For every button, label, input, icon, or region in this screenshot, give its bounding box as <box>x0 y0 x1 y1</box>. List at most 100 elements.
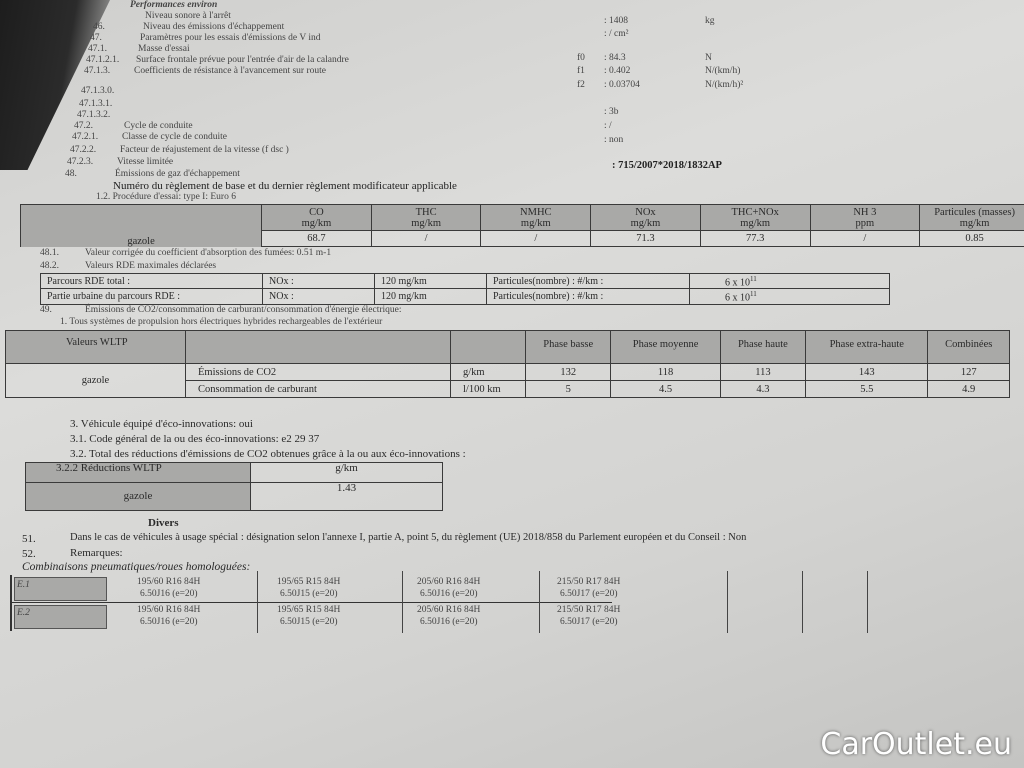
column-divider <box>402 571 403 633</box>
item-number: 47.1.3.1. <box>79 99 113 109</box>
rim-size: 6.50J17 (e=20) <box>560 589 618 599</box>
item-number: 52. <box>22 548 36 560</box>
emission-column-header: THC+NOx mg/km <box>699 204 811 231</box>
special-use-line: Dans le cas de véhicules à usage spécial… <box>70 532 747 543</box>
item-label: Facteur de réajustement de la vitesse (f… <box>120 145 289 155</box>
rde-nox: NOx : <box>262 288 375 305</box>
emission-column-header: Particules (masses) mg/km <box>919 204 1024 231</box>
item-label: Émissions de gaz d'échappement <box>115 169 240 179</box>
item-number: 49. <box>40 305 52 315</box>
item-label: Niveau des émissions d'échappement <box>143 22 285 32</box>
item-number: 48. <box>65 169 77 179</box>
tire-row-label: E.1 <box>17 580 30 590</box>
pn-base: 6 x 10 <box>725 277 750 289</box>
column-unit: mg/km <box>301 217 332 229</box>
field-unit: kg <box>705 16 715 26</box>
rim-size: 6.50J16 (e=20) <box>140 617 198 627</box>
rde-nox_val: 120 mg/km <box>374 288 487 305</box>
field-unit: N/(km/h) <box>705 66 741 76</box>
field-value: : 0.402 <box>604 66 631 76</box>
wltp-row-label: Consommation de carburant <box>185 380 451 398</box>
rim-size: 6.50J16 (e=20) <box>420 617 478 627</box>
field-value: : 715/2007*2018/1832AP <box>612 160 722 171</box>
rde-nox_val: 120 mg/km <box>374 272 487 290</box>
item-number: 47.1.3. <box>84 66 111 76</box>
wltp-value: 127 <box>927 363 1010 381</box>
column-unit: mg/km <box>411 217 441 229</box>
column-name: NMHC <box>520 206 552 218</box>
emission-value: 0.85 <box>919 230 1024 247</box>
tire-size: 215/50 R17 84H <box>557 605 621 615</box>
tire-table: E.1 195/60 R16 84H 6.50J16 (e=20) 195/65 R1… <box>10 571 868 633</box>
emission-column-header: NMHC mg/km <box>480 204 592 231</box>
test-procedure: 1.2. Procédure d'essai: type I: Euro 6 <box>96 192 236 202</box>
column-divider <box>802 571 803 633</box>
coefficient-key: f1 <box>577 66 585 76</box>
tire-size: 215/50 R17 84H <box>557 577 621 587</box>
tire-size: 195/60 R16 84H <box>137 605 201 615</box>
tire-row-label-box: E.2 <box>14 605 107 629</box>
tire-row-label: E.2 <box>17 608 30 618</box>
field-value: : 1408 <box>604 16 629 26</box>
column-unit: mg/km <box>959 217 990 229</box>
rde-nox: NOx : <box>262 272 375 290</box>
eco-header: 3.2.2 Réductions WLTP <box>25 462 251 483</box>
eco-value: 1.43 <box>250 482 443 511</box>
pn-exponent: 11 <box>750 275 757 283</box>
column-name: Particules (masses) <box>934 206 1015 218</box>
pn-base: 6 x 10 <box>725 292 750 304</box>
rde-pn-value: 6 x 1011 <box>689 288 890 305</box>
item-label: Classe de cycle de conduite <box>122 132 227 142</box>
column-unit: mg/km <box>630 217 661 229</box>
rde-pn: Particules(nombre) : #/km : <box>486 288 690 305</box>
phase-header: Phase haute <box>719 330 807 364</box>
wltp-fuel-cell: gazole <box>5 363 186 398</box>
rde-pn: Particules(nombre) : #/km : <box>486 272 690 290</box>
field-value: : / <box>604 121 612 131</box>
phase-header: Phase basse <box>524 330 612 364</box>
emission-value: / <box>370 230 482 247</box>
item-number: 47.2.3. <box>67 157 94 167</box>
co2-subheading: 1. Tous systèmes de propulsion hors élec… <box>60 317 383 327</box>
fuel-label: gazole <box>81 375 110 386</box>
item-number: 47.2. <box>74 121 93 131</box>
pn-exponent: 11 <box>750 290 757 299</box>
wltp-value: 5.5 <box>805 380 929 398</box>
item-number: 51. <box>22 533 36 545</box>
rim-size: 6.50J17 (e=20) <box>560 617 618 627</box>
rde-row: Partie urbaine du parcours RDE : NOx :120… <box>40 288 890 305</box>
item-label: Cycle de conduite <box>124 121 193 131</box>
wltp-value: 4.5 <box>610 380 721 398</box>
rim-size: 6.50J16 (e=20) <box>420 589 478 599</box>
column-name: THC <box>415 206 437 218</box>
item-number: 47.1.3.0. <box>81 86 115 96</box>
item-number: 48.2. <box>40 261 59 271</box>
wltp-value: 113 <box>719 363 807 381</box>
rim-size: 6.50J15 (e=20) <box>280 589 338 599</box>
rde-pn-value: 6 x 1011 <box>689 272 890 290</box>
item-number: 47.2.1. <box>72 132 99 142</box>
wltp-value: 5 <box>524 380 612 398</box>
phase-header: Combinées <box>927 330 1010 364</box>
field-value: : 3b <box>604 107 619 117</box>
emission-value: 77.3 <box>699 230 811 247</box>
item-number: 47.2.2. <box>70 145 97 155</box>
emission-value: 71.3 <box>590 230 701 247</box>
section-heading: Performances environ <box>130 0 218 10</box>
watermark-logo: CarOutlet.eu <box>820 727 1012 762</box>
field-value: : / cm² <box>604 29 629 39</box>
eco-unit: g/km <box>250 462 443 483</box>
phase-header: Phase extra-haute <box>805 330 929 364</box>
field-value: : non <box>604 135 624 145</box>
column-unit: mg/km <box>740 217 771 229</box>
item-number: 47.1. <box>88 44 107 54</box>
item-number: 46. <box>93 22 105 32</box>
column-name: CO <box>309 206 324 218</box>
column-unit: mg/km <box>520 217 551 229</box>
wltp-value: 118 <box>610 363 721 381</box>
row-divider <box>12 602 612 603</box>
wltp-row-label: Émissions de CO2 <box>185 363 451 381</box>
coefficient-key: f2 <box>577 80 585 90</box>
fuel-label: gazole <box>25 482 251 511</box>
field-value: : 0.03704 <box>604 80 640 90</box>
